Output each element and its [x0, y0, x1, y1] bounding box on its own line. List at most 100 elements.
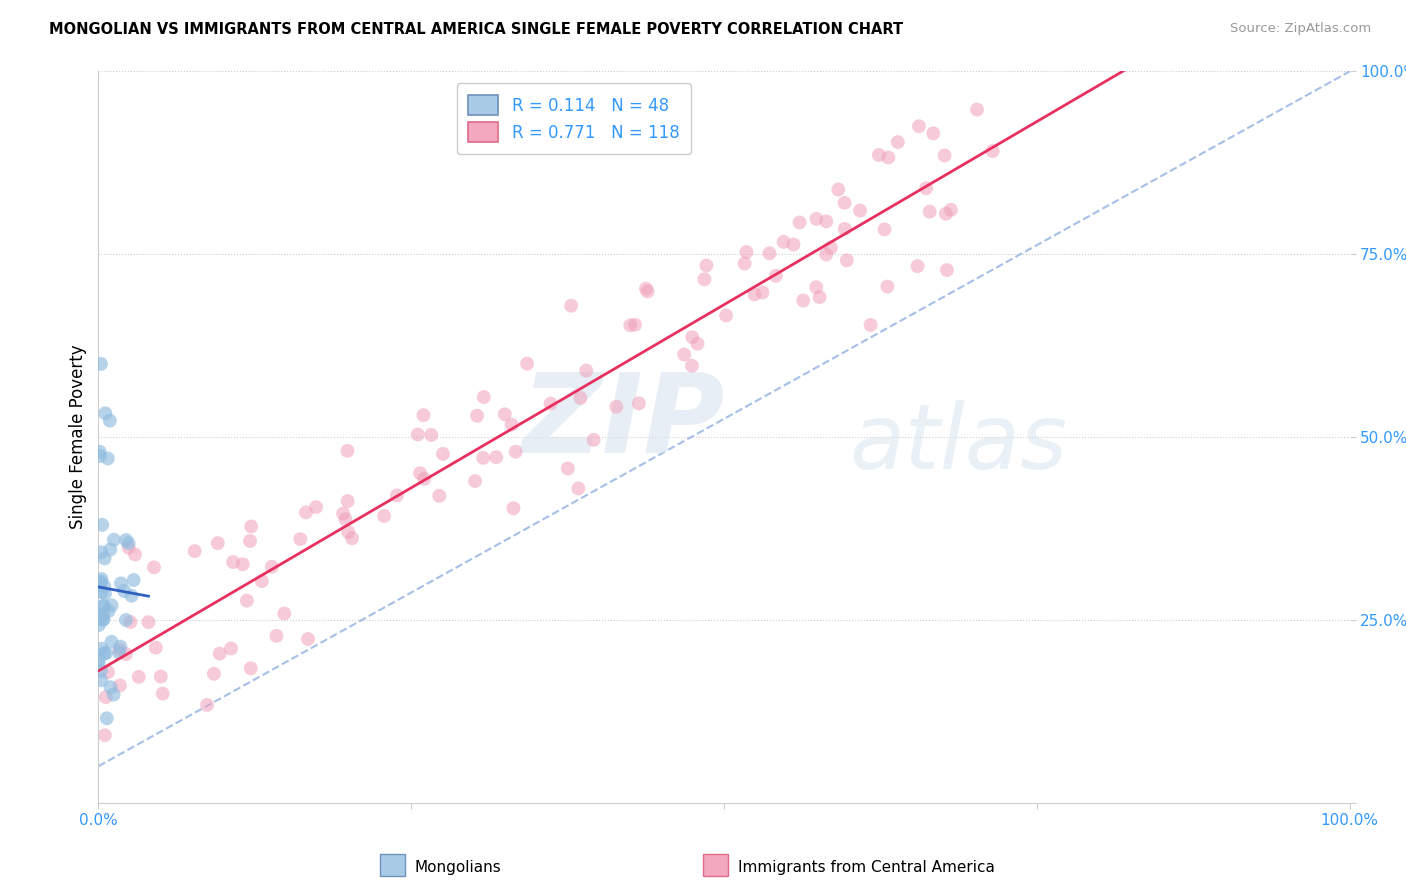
- Point: [567, 482, 589, 496]
- Point: [91, 517, 114, 532]
- Point: [502, 501, 524, 516]
- Point: [681, 359, 703, 373]
- Point: [305, 500, 328, 515]
- Point: [744, 287, 766, 301]
- Point: [89, 576, 111, 591]
- Point: [835, 253, 858, 268]
- Point: [516, 357, 538, 371]
- Point: [472, 450, 495, 465]
- Point: [472, 390, 495, 404]
- Point: [219, 641, 242, 656]
- Point: [485, 450, 508, 464]
- Point: [619, 318, 641, 333]
- Point: [876, 279, 898, 293]
- Point: [806, 211, 828, 226]
- Point: [782, 237, 804, 252]
- Point: [465, 409, 488, 423]
- Point: [557, 461, 579, 475]
- Point: [934, 148, 956, 162]
- Point: [97, 604, 120, 618]
- Point: [340, 531, 363, 545]
- Text: atlas: atlas: [849, 401, 1067, 489]
- Point: [887, 135, 910, 149]
- Point: [815, 214, 838, 228]
- Point: [789, 215, 811, 229]
- Point: [110, 640, 132, 654]
- Text: MONGOLIAN VS IMMIGRANTS FROM CENTRAL AMERICA SINGLE FEMALE POVERTY CORRELATION C: MONGOLIAN VS IMMIGRANTS FROM CENTRAL AME…: [49, 22, 903, 37]
- Point: [260, 559, 283, 574]
- Point: [634, 282, 657, 296]
- Point: [540, 397, 562, 411]
- Point: [420, 428, 443, 442]
- Point: [96, 711, 118, 725]
- Point: [849, 203, 872, 218]
- Point: [97, 665, 120, 679]
- Point: [834, 222, 856, 236]
- Point: [673, 347, 696, 361]
- Point: [335, 512, 357, 526]
- Point: [90, 572, 112, 586]
- Point: [93, 551, 115, 566]
- Point: [108, 646, 131, 660]
- Point: [406, 427, 429, 442]
- Text: Mongolians: Mongolians: [415, 860, 502, 874]
- Point: [681, 330, 703, 344]
- Point: [337, 524, 360, 539]
- Point: [582, 433, 605, 447]
- Point: [409, 467, 432, 481]
- Point: [94, 646, 117, 660]
- Point: [97, 451, 120, 466]
- Point: [207, 536, 229, 550]
- Point: [266, 629, 288, 643]
- Point: [208, 647, 231, 661]
- Point: [128, 670, 150, 684]
- Point: [115, 533, 138, 547]
- Point: [714, 309, 737, 323]
- Point: [413, 472, 436, 486]
- Point: [758, 246, 780, 260]
- Point: [735, 245, 758, 260]
- Point: [432, 447, 454, 461]
- Point: [138, 615, 160, 630]
- Point: [93, 646, 115, 660]
- Point: [118, 541, 141, 555]
- Point: [239, 661, 262, 675]
- Point: [868, 148, 890, 162]
- Point: [505, 444, 527, 458]
- Point: [734, 256, 756, 270]
- Point: [90, 664, 112, 678]
- Point: [183, 544, 205, 558]
- Point: [122, 573, 145, 587]
- Text: Immigrants from Central America: Immigrants from Central America: [738, 860, 995, 874]
- Point: [98, 542, 121, 557]
- Point: [772, 235, 794, 249]
- Point: [117, 536, 139, 550]
- Point: [336, 443, 359, 458]
- Point: [385, 488, 408, 502]
- Point: [792, 293, 814, 308]
- Point: [250, 574, 273, 588]
- Point: [239, 534, 262, 549]
- Point: [222, 555, 245, 569]
- Point: [605, 400, 627, 414]
- Point: [90, 585, 112, 599]
- Point: [89, 577, 111, 591]
- Point: [94, 690, 117, 705]
- Point: [290, 532, 312, 546]
- Point: [751, 285, 773, 300]
- Point: [464, 474, 486, 488]
- Point: [922, 126, 945, 140]
- Point: [94, 728, 117, 742]
- Point: [834, 195, 856, 210]
- Point: [91, 607, 114, 621]
- Point: [202, 666, 225, 681]
- Point: [100, 681, 122, 695]
- Point: [427, 489, 450, 503]
- Point: [87, 618, 110, 632]
- Point: [297, 632, 319, 646]
- Point: [820, 241, 842, 255]
- Point: [143, 560, 166, 574]
- Point: [939, 202, 962, 217]
- Point: [103, 688, 125, 702]
- Point: [501, 417, 523, 432]
